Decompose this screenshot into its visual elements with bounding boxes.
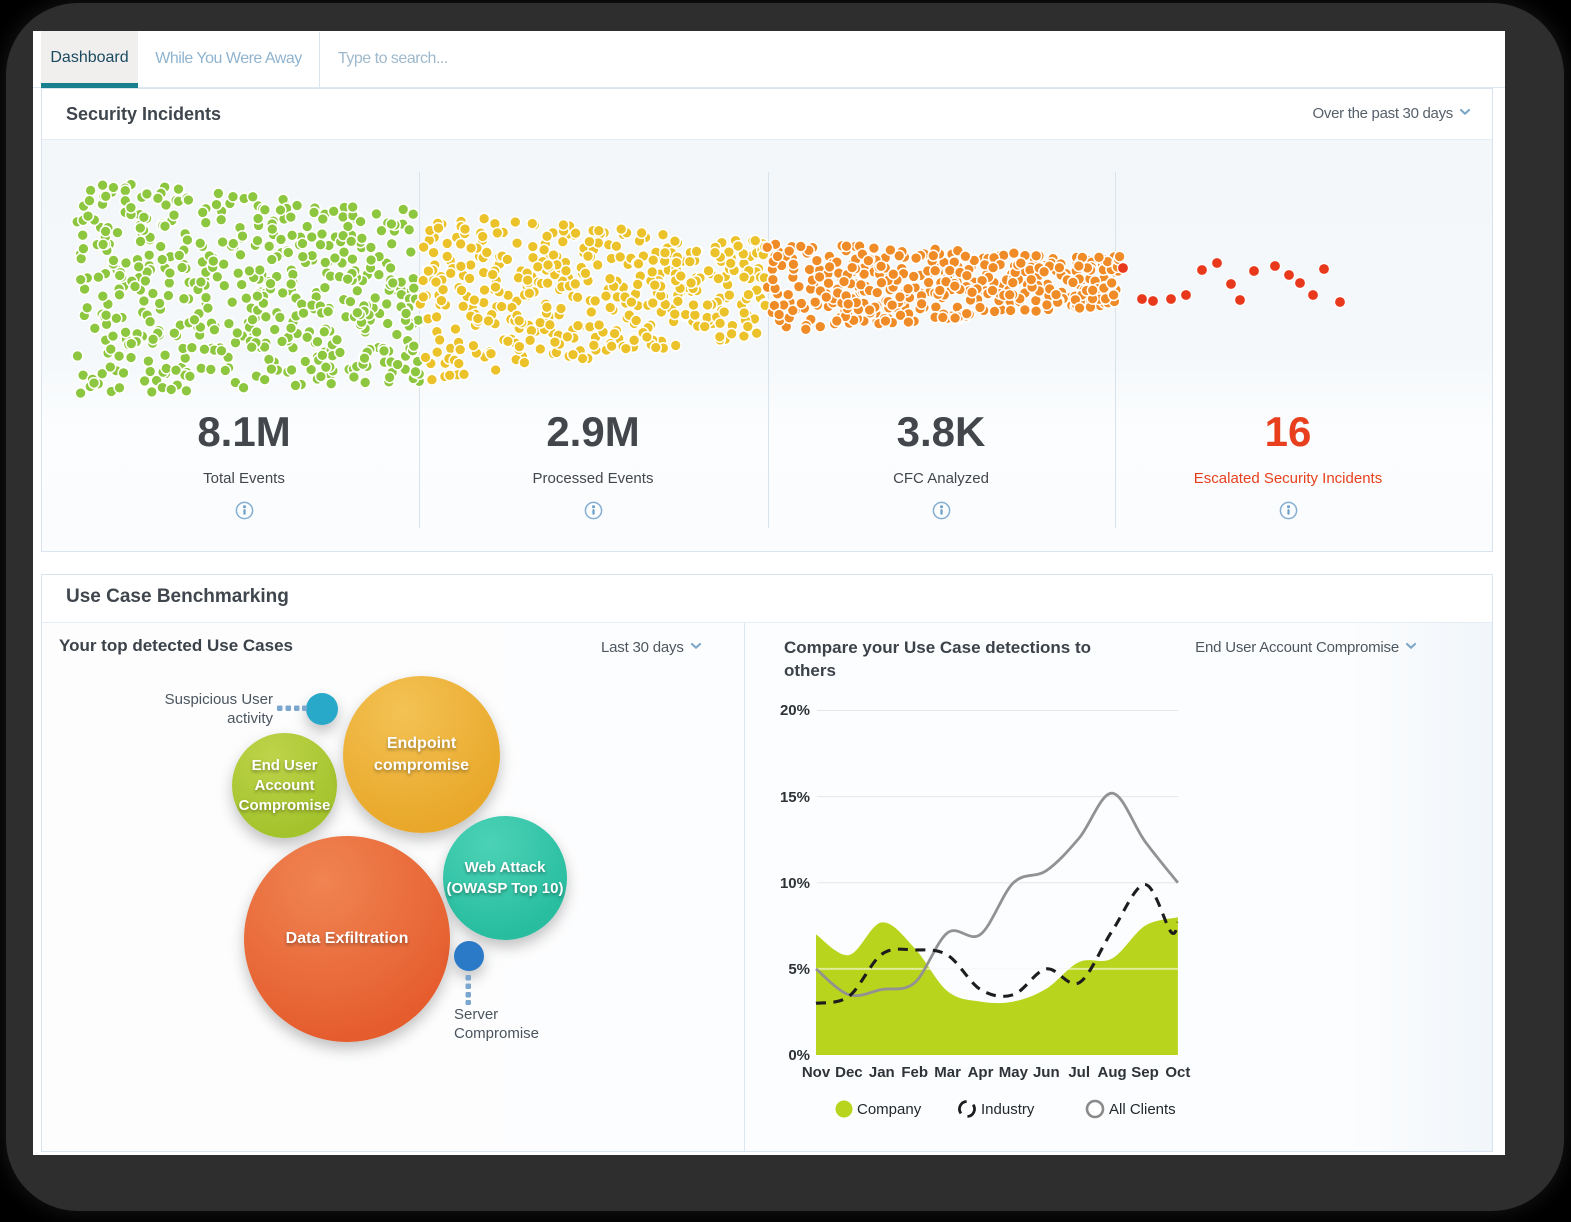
svg-text:May: May [999, 1064, 1029, 1081]
svg-text:Dec: Dec [835, 1064, 863, 1081]
svg-text:Sep: Sep [1131, 1064, 1159, 1081]
svg-text:Company: Company [857, 1101, 922, 1118]
svg-text:5%: 5% [788, 961, 810, 978]
svg-text:Feb: Feb [901, 1064, 928, 1081]
svg-text:Jul: Jul [1068, 1064, 1090, 1081]
svg-text:10%: 10% [780, 875, 810, 892]
svg-text:Apr: Apr [968, 1064, 994, 1081]
svg-text:0%: 0% [788, 1047, 810, 1064]
svg-text:Nov: Nov [802, 1064, 831, 1081]
svg-text:Jun: Jun [1033, 1064, 1060, 1081]
svg-text:20%: 20% [780, 702, 810, 719]
svg-text:15%: 15% [780, 789, 810, 806]
svg-text:Industry: Industry [981, 1101, 1035, 1118]
svg-text:Jan: Jan [869, 1064, 895, 1081]
svg-text:Aug: Aug [1098, 1064, 1127, 1081]
svg-text:Mar: Mar [934, 1064, 961, 1081]
svg-text:All Clients: All Clients [1109, 1101, 1176, 1118]
svg-text:Oct: Oct [1165, 1064, 1190, 1081]
